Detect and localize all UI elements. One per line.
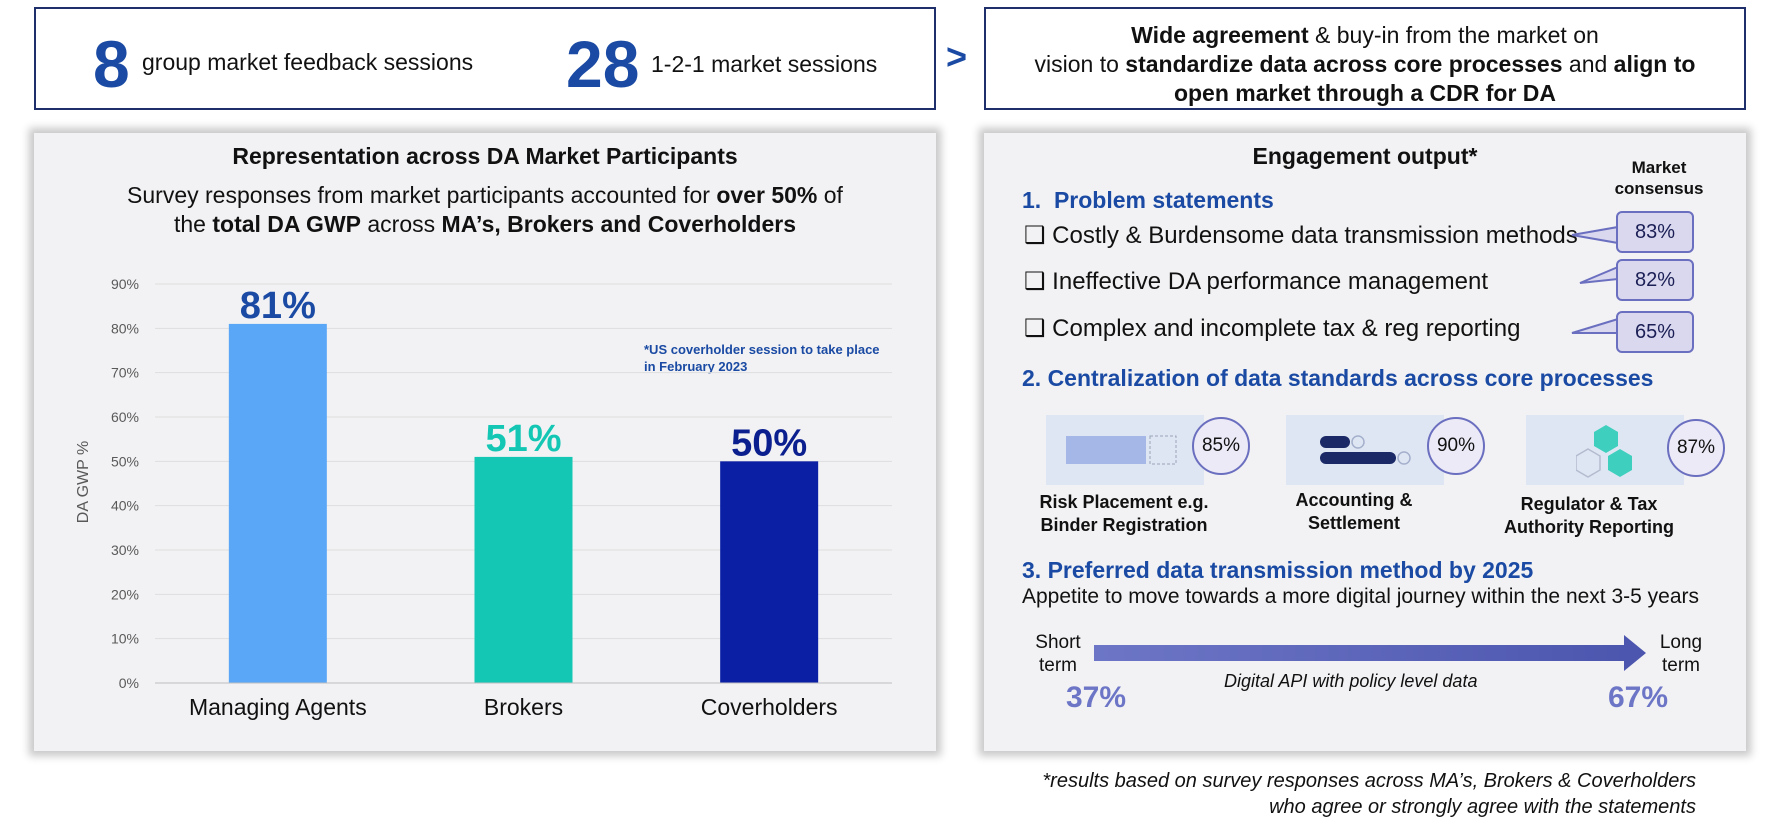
- engagement-title: Engagement output*: [1252, 143, 1478, 169]
- centralization-heading: 2. Centralization of data standards acro…: [1022, 365, 1654, 391]
- card-caption: Accounting & Settlement: [1254, 489, 1454, 534]
- agreement-text: Wide agreement & buy-in from the market …: [986, 21, 1744, 108]
- agreement-text-2: vision to: [1034, 51, 1126, 77]
- sessions-box: 8 group market feedback sessions 28 1-2-…: [34, 7, 936, 110]
- one-to-one-sessions-label: 1-2-1 market sessions: [651, 51, 878, 77]
- long-term-line-2: term: [1662, 655, 1700, 676]
- consensus-bubble: 83%: [1616, 211, 1694, 253]
- chart-note: *US coverholder session to take place in…: [644, 341, 880, 375]
- market-consensus-heading: Market consensus: [1604, 157, 1714, 199]
- subtitle-emphasis-1: over 50%: [716, 182, 818, 208]
- short-term-line-1: Short: [1035, 632, 1081, 653]
- footnote-line-1: *results based on survey responses acros…: [1042, 770, 1696, 792]
- short-term-pct: 37%: [1066, 681, 1127, 714]
- callout-pointer: [1571, 225, 1619, 245]
- long-term-label: Long term: [1646, 631, 1716, 677]
- engagement-panel: Engagement output* Market consensus 1. P…: [984, 133, 1746, 751]
- journey-arrow: [1094, 635, 1646, 671]
- agreement-emphasis-3: align to: [1613, 51, 1696, 77]
- agreement-box: Wide agreement & buy-in from the market …: [984, 7, 1746, 110]
- card-caption: Regulator & Tax Authority Reporting: [1489, 493, 1689, 538]
- card-caption-line: Accounting &: [1295, 490, 1413, 510]
- representation-title: Representation across DA Market Particip…: [232, 143, 738, 169]
- card-accounting: [1286, 415, 1444, 485]
- centralization-pct: 90%: [1427, 417, 1485, 475]
- card-caption-line: Settlement: [1307, 512, 1401, 533]
- callout-pointer: [1579, 265, 1619, 284]
- agreement-emphasis-2: standardize data across core processes: [1125, 51, 1563, 77]
- chart-note-line-1: *US coverholder session to take place: [644, 342, 880, 357]
- long-term-line-1: Long: [1659, 632, 1703, 653]
- consensus-line-1: Market: [1631, 158, 1687, 177]
- transmission-subtitle: Appetite to move towards a more digital …: [1022, 585, 1700, 608]
- representation-subtitle: Survey responses from market participant…: [34, 181, 936, 239]
- agreement-text-3: and: [1562, 51, 1614, 77]
- representation-panel: Representation across DA Market Particip…: [34, 133, 936, 751]
- problem-statements-heading: 1. Problem statements: [1022, 187, 1274, 213]
- footnote: *results based on survey responses acros…: [960, 768, 1696, 820]
- problem-item: ❑ Complex and incomplete tax & reg repor…: [1024, 315, 1521, 342]
- consensus-line-2: consensus: [1614, 179, 1704, 198]
- long-term-pct: 67%: [1608, 681, 1669, 714]
- centralization-pct: 87%: [1667, 419, 1725, 477]
- centralization-pct: 85%: [1192, 417, 1250, 475]
- agreement-text-1: & buy-in from the market on: [1308, 22, 1599, 48]
- one-to-one-sessions-count: 28: [566, 27, 640, 101]
- card-caption-line: Regulator & Tax: [1520, 494, 1658, 514]
- agreement-emphasis-4: open market through a CDR for DA: [1173, 80, 1557, 106]
- footnote-line-2: who agree or strongly agree with the sta…: [1269, 796, 1696, 818]
- hexagon-icon: [1576, 425, 1632, 478]
- subtitle-text-3: the: [173, 211, 213, 237]
- short-term-label: Short term: [1028, 631, 1088, 677]
- subtitle-text-4: across: [361, 211, 442, 237]
- subtitle-text-1: Survey responses from market participant…: [127, 182, 717, 208]
- card-caption-line: Authority Reporting: [1504, 516, 1674, 537]
- consensus-bubble: 65%: [1616, 311, 1694, 353]
- group-sessions-count: 8: [93, 27, 130, 101]
- transmission-heading: 3. Preferred data transmission method by…: [1022, 557, 1534, 583]
- short-term-line-2: term: [1039, 655, 1077, 676]
- group-sessions-label: group market feedback sessions: [142, 49, 474, 75]
- chart-note-line-2: in February 2023: [644, 359, 748, 374]
- subtitle-emphasis-3: MA’s, Brokers and Coverholders: [441, 211, 797, 237]
- settlement-icon: [1320, 435, 1411, 465]
- consensus-bubble: 82%: [1616, 259, 1694, 301]
- callout-pointers: [1571, 225, 1619, 334]
- journey-arrow-label: Digital API with policy level data: [1224, 671, 1478, 691]
- card-caption-line: Risk Placement e.g.: [1039, 492, 1209, 512]
- problem-item: ❑ Ineffective DA performance management: [1024, 268, 1488, 295]
- card-caption-line: Binder Registration: [1040, 514, 1208, 535]
- document-icon: [1066, 435, 1177, 465]
- callout-pointer: [1571, 317, 1619, 334]
- subtitle-text-2: of: [817, 182, 843, 208]
- subtitle-emphasis-2: total DA GWP: [212, 211, 361, 237]
- card-caption: Risk Placement e.g. Binder Registration: [1024, 491, 1224, 536]
- problem-item: ❑ Costly & Burdensome data transmission …: [1024, 222, 1578, 249]
- chevron-right-icon: >: [946, 36, 968, 77]
- agreement-emphasis-1: Wide agreement: [1131, 22, 1309, 48]
